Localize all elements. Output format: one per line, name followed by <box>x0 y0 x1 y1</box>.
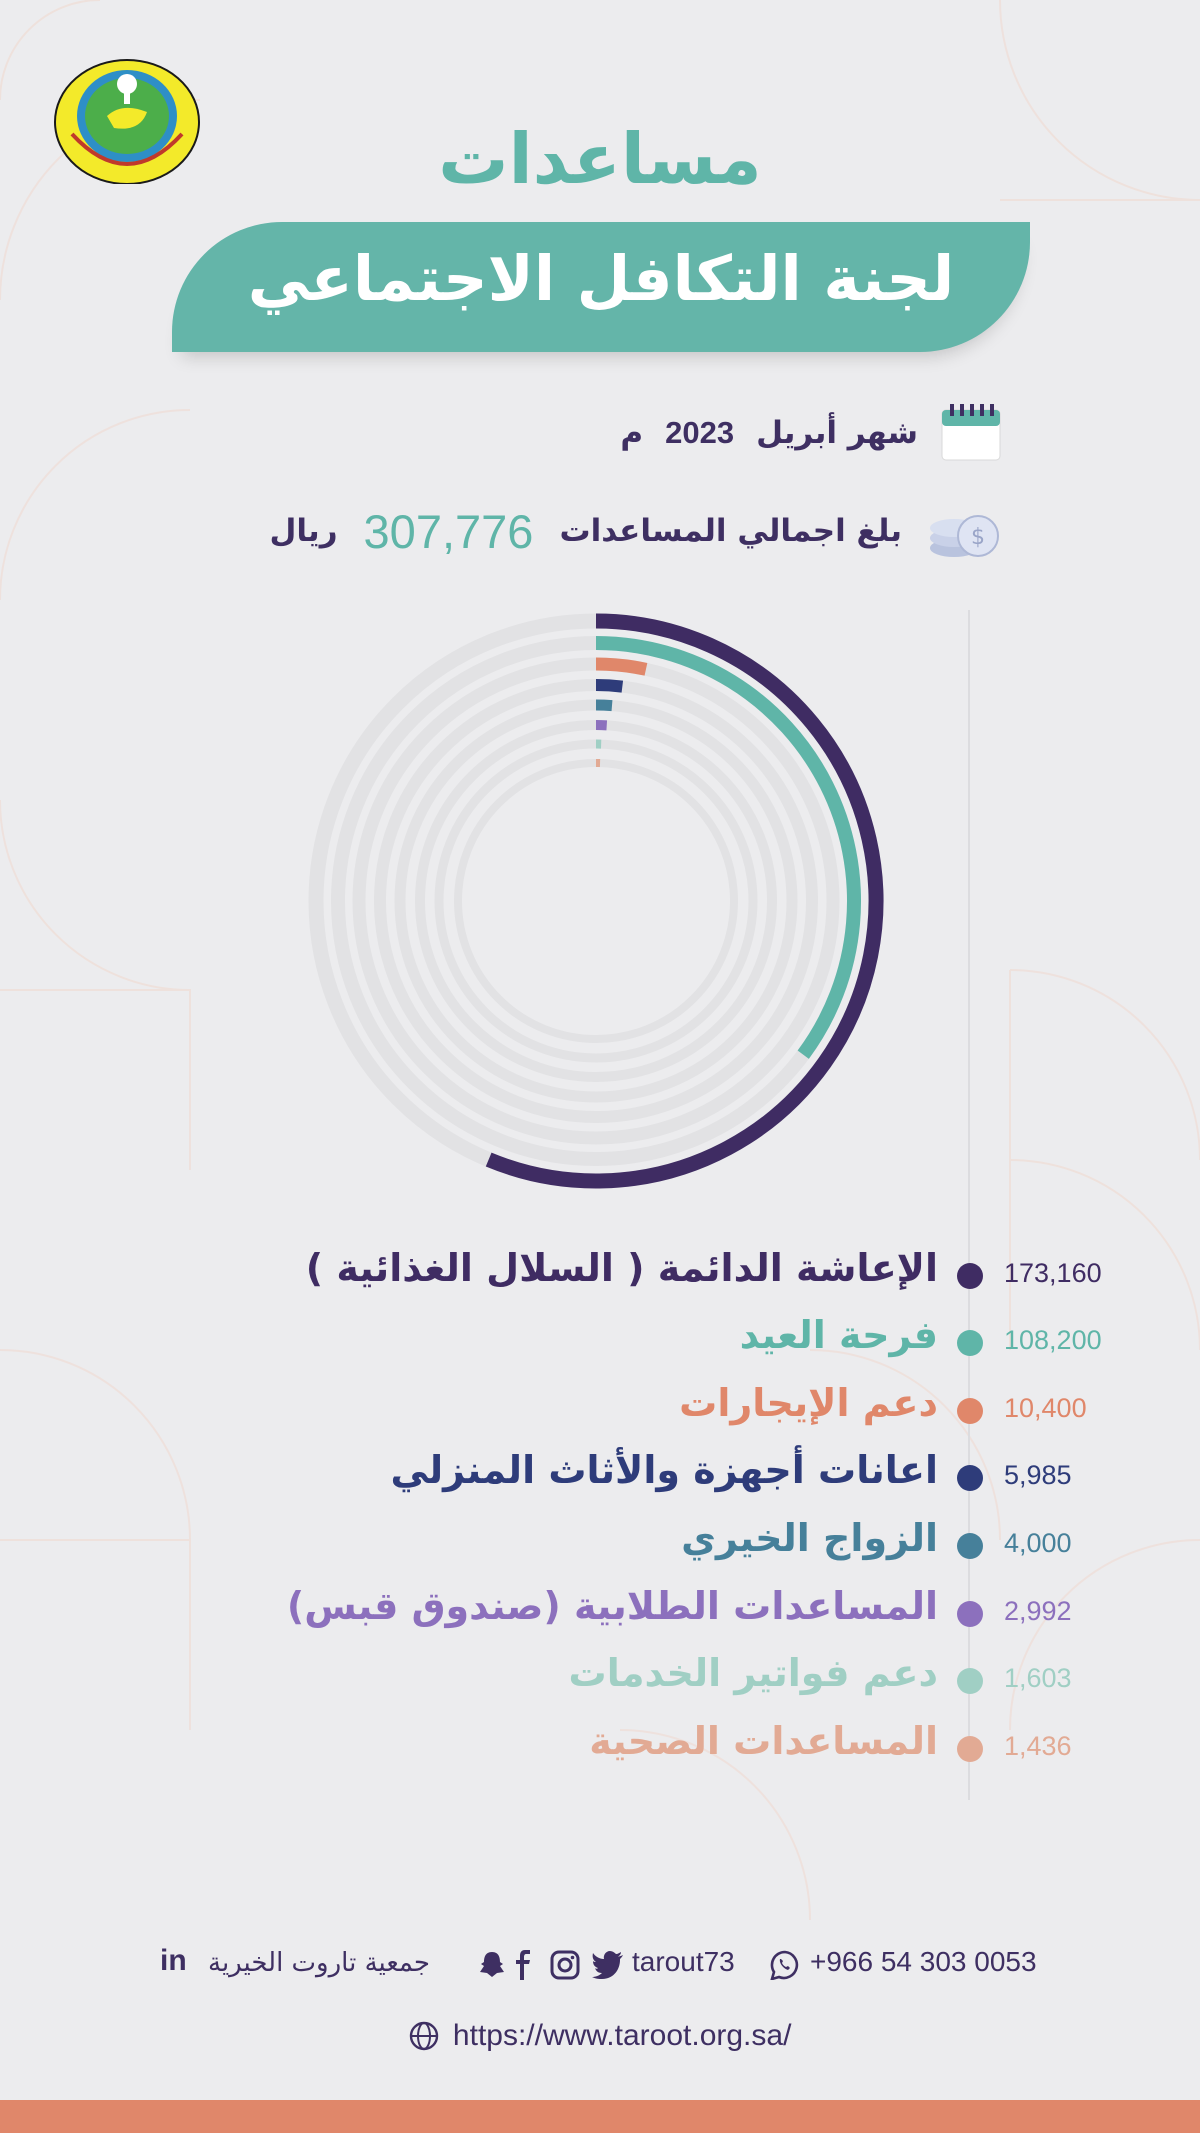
legend-item: 4,000 الزواج الخيري <box>0 1516 1200 1576</box>
legend-dot <box>957 1601 983 1627</box>
snapchat-icon[interactable] <box>478 1950 506 1980</box>
legend-label: المساعدات الصحية <box>589 1719 938 1763</box>
website-link[interactable]: https://www.taroot.org.sa/ <box>452 2019 792 2053</box>
legend-value: 2,992 <box>1004 1596 1072 1626</box>
organization-logo <box>54 59 200 184</box>
banner-title: لجنة التكافل الاجتماعي <box>247 242 955 315</box>
legend-value: 4,000 <box>1004 1528 1072 1558</box>
legend-item: 10,400 دعم الإيجارات <box>0 1381 1200 1441</box>
legend-value: 10,400 <box>1004 1393 1087 1423</box>
org-name: جمعية تاروت الخيرية <box>208 1948 431 1978</box>
bottom-bar <box>0 2100 1200 2133</box>
legend-label: فرحة العيد <box>739 1313 938 1357</box>
radial-bar-chart <box>308 613 884 1189</box>
instagram-icon[interactable] <box>550 1950 580 1980</box>
total-value: 307,776 <box>363 504 534 558</box>
legend-dot <box>957 1533 983 1559</box>
total-prefix: بلغ اجمالي المساعدات <box>559 513 902 549</box>
website-row: https://www.taroot.org.sa/ <box>0 2018 1200 2053</box>
legend-item: 5,985 اعانات أجهزة والأثاث المنزلي <box>0 1448 1200 1508</box>
coins-icon: $ <box>930 515 999 557</box>
legend-value: 1,436 <box>1004 1731 1072 1761</box>
month-label: شهر أبريل <box>756 415 918 451</box>
legend-item: 1,436 المساعدات الصحية <box>0 1719 1200 1779</box>
legend-dot <box>957 1398 983 1424</box>
legend-value: 5,985 <box>1004 1460 1072 1490</box>
contact-row: in جمعية تاروت الخيرية tarout73 +966 54 … <box>0 1944 1200 1988</box>
legend-item: 173,160 الإعاشة الدائمة ( السلال الغذائية… <box>0 1246 1200 1306</box>
chart-bar <box>595 636 861 1059</box>
legend-dot <box>957 1330 983 1356</box>
legend-item: 108,200 فرحة العيد <box>0 1313 1200 1373</box>
legend-label: الإعاشة الدائمة ( السلال الغذائية ) <box>305 1246 938 1290</box>
facebook-icon[interactable] <box>514 1950 532 1980</box>
legend-item: 2,992 المساعدات الطلابية (صندوق قبس) <box>0 1584 1200 1644</box>
linkedin-icon[interactable]: in <box>160 1944 187 1977</box>
chart-bar <box>595 657 648 676</box>
month-row: شهر أبريل 2023 م <box>620 402 1002 464</box>
phone-number[interactable]: +966 54 303 0053 <box>810 1946 1037 1977</box>
chart-bar <box>485 613 884 1189</box>
chart-bar <box>595 679 624 693</box>
legend-value: 173,160 <box>1004 1258 1102 1288</box>
total-row: $ بلغ اجمالي المساعدات 307,776 ريال <box>270 498 1002 564</box>
chart-track <box>434 739 758 1063</box>
chart-bar <box>595 699 613 712</box>
legend-item: 1,603 دعم فواتير الخدمات <box>0 1651 1200 1711</box>
legend-label: المساعدات الطلابية (صندوق قبس) <box>286 1584 938 1628</box>
legend-value: 108,200 <box>1004 1325 1102 1355</box>
legend-label: الزواج الخيري <box>681 1516 938 1560</box>
legend-label: دعم فواتير الخدمات <box>568 1651 938 1695</box>
chart-track <box>454 759 738 1043</box>
legend-label: اعانات أجهزة والأثاث المنزلي <box>390 1448 938 1492</box>
calendar-icon <box>941 404 1001 461</box>
svg-text:$: $ <box>971 525 985 550</box>
legend-dot <box>957 1736 983 1762</box>
title-banner: لجنة التكافل الاجتماعي <box>172 222 1030 352</box>
globe-icon <box>409 2021 438 2051</box>
whatsapp-icon[interactable] <box>770 1950 800 1980</box>
legend-dot <box>957 1263 983 1289</box>
chart-track <box>374 679 818 1123</box>
year-suffix: م <box>620 415 644 451</box>
legend-label: دعم الإيجارات <box>679 1381 938 1425</box>
chart-track <box>352 657 840 1145</box>
social-handle[interactable]: tarout73 <box>632 1946 735 1977</box>
twitter-icon[interactable] <box>592 1951 624 1979</box>
legend-dot <box>957 1668 983 1694</box>
legend-value: 1,603 <box>1004 1663 1072 1693</box>
page-title: مساعدات <box>438 118 762 200</box>
total-currency: ريال <box>269 513 338 549</box>
chart-track <box>415 720 777 1082</box>
year: 2023 <box>665 415 735 450</box>
legend-dot <box>957 1465 983 1491</box>
